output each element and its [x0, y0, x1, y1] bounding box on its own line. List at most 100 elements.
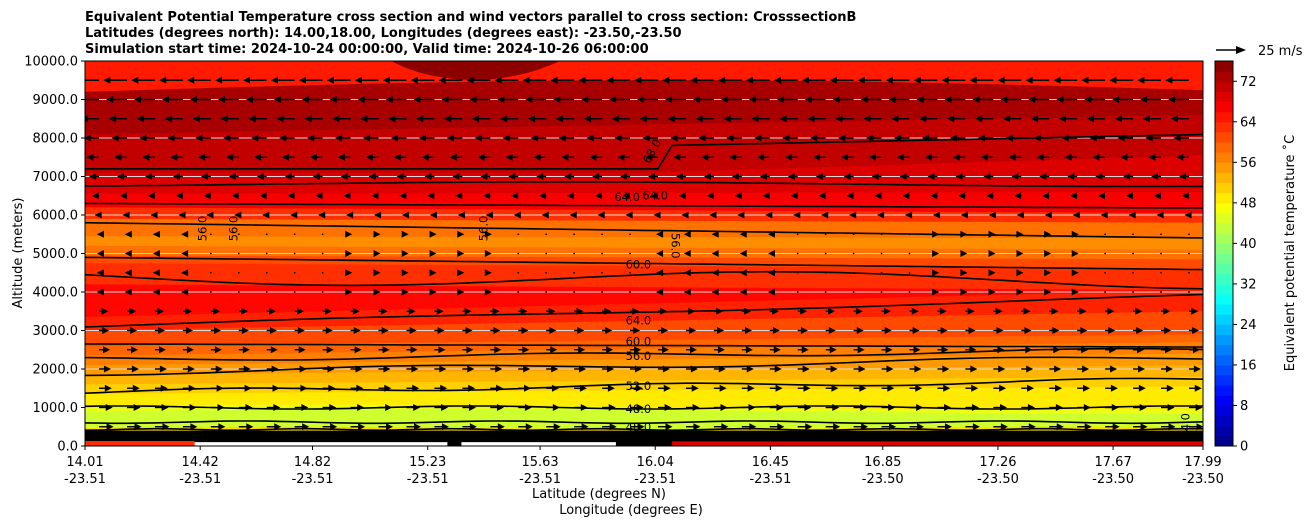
wind-vector: [796, 271, 799, 274]
colorbar-tick-label: 16: [1240, 358, 1257, 373]
wind-vector-head: [1016, 288, 1024, 296]
x-tick-label-lon: -23.50: [1182, 472, 1224, 487]
wind-vector: [1160, 271, 1162, 274]
wind-vector-head: [775, 384, 783, 392]
x-tick-label-lat: 17.26: [979, 455, 1016, 470]
wind-vector-head: [768, 230, 776, 238]
wind-vector-head: [667, 115, 675, 123]
colorbar-segment: [1215, 314, 1233, 325]
wind-vector-head: [469, 96, 477, 103]
wind-vector-head: [178, 211, 186, 219]
wind-vector-head: [581, 96, 589, 103]
wind-vector-head: [243, 76, 251, 84]
wind-vector-head: [1083, 404, 1091, 411]
wind-vector-head: [496, 384, 504, 392]
wind-vector: [601, 233, 603, 236]
wind-vector-head: [103, 346, 111, 354]
wind-vector-head: [438, 346, 446, 354]
wind-vector-head: [147, 192, 155, 200]
y-tick-label: 10000.0: [24, 55, 78, 70]
wind-vector-head: [999, 384, 1007, 392]
wind-vector-head: [932, 269, 940, 277]
wind-vector-head: [413, 404, 421, 411]
wind-vector-head: [1082, 384, 1090, 392]
wind-vector-head: [664, 404, 672, 411]
contour-line: [85, 420, 1203, 425]
colorbar-segment: [1215, 182, 1233, 194]
wind-vector-head: [815, 173, 823, 180]
wind-vector-head: [346, 211, 354, 219]
wind-vector-head: [385, 404, 393, 411]
wind-vector-head: [485, 211, 493, 219]
wind-vector-head: [665, 423, 673, 431]
wind-vector-head: [1195, 404, 1203, 411]
contour-band: [391, 61, 560, 80]
wind-vector-head: [523, 365, 531, 373]
wind-vector: [1188, 291, 1190, 293]
wind-vector-head: [1033, 134, 1041, 142]
wind-vector-head: [304, 115, 312, 123]
wind-vector-head: [380, 307, 388, 315]
wind-vector-head: [262, 211, 270, 219]
wind-vector-head: [683, 288, 691, 296]
wind-vector-head: [988, 288, 996, 296]
wind-vector: [237, 233, 240, 236]
wind-vector-head: [480, 173, 488, 180]
wind-vector-head: [103, 365, 111, 373]
wind-vector-head: [1165, 346, 1173, 354]
wind-vector-head: [549, 327, 557, 334]
wind-vector-head: [1117, 134, 1125, 142]
wind-vector-head: [692, 404, 700, 411]
wind-vector-head: [1044, 230, 1052, 238]
wind-vector-head: [1111, 404, 1119, 411]
y-tick-label: 1000.0: [33, 401, 79, 416]
wind-vector: [265, 271, 268, 274]
wind-vector-head: [132, 384, 140, 392]
wind-vector-head: [1192, 327, 1200, 334]
contour-label: 64.0: [642, 188, 668, 202]
contour-label: 52.0: [626, 379, 652, 393]
wind-vector-head: [915, 384, 923, 392]
wind-vector-head: [484, 230, 492, 238]
wind-vector-head: [995, 307, 1003, 315]
wind-vector: [908, 233, 911, 236]
wind-vector-head: [855, 307, 863, 315]
wind-vector-head: [139, 134, 147, 142]
wind-vector-head: [749, 423, 757, 431]
colorbar-segment: [1215, 192, 1233, 204]
wind-vector-head: [536, 173, 544, 180]
x-tick-label-lon: -23.50: [862, 472, 904, 487]
wind-vector-head: [800, 327, 808, 334]
wind-vector-head: [455, 192, 463, 200]
wind-vector: [293, 252, 296, 255]
wind-vector-head: [1089, 134, 1097, 142]
wind-vector-head: [1016, 250, 1024, 257]
wind-vector-head: [157, 307, 165, 315]
wind-vector-head: [541, 211, 549, 219]
wind-vector: [852, 233, 855, 236]
wind-vector-head: [439, 365, 447, 373]
colorbar-segment: [1215, 304, 1233, 315]
wind-vector-head: [1064, 153, 1072, 161]
contour-line: [85, 347, 1203, 361]
wind-vector-head: [1081, 346, 1089, 354]
colorbar-segment: [1215, 375, 1233, 386]
wind-vector-head: [497, 423, 505, 431]
wind-vector-head: [203, 192, 211, 200]
wind-vector-head: [558, 134, 566, 142]
wind-vector: [1132, 252, 1134, 255]
contour-label: 48.0: [626, 402, 652, 416]
wind-vector-head: [312, 173, 320, 180]
wind-vector-head: [1026, 365, 1034, 373]
wind-vector-head: [604, 307, 612, 315]
wind-vector-head: [298, 76, 306, 84]
y-tick-label: 3000.0: [33, 324, 79, 339]
chart-title-line-2: Latitudes (degrees north): 14.00,18.00, …: [85, 26, 682, 41]
wind-vector-head: [388, 115, 396, 123]
wind-vector: [237, 252, 240, 255]
wind-vector-head: [581, 423, 589, 431]
wind-vector-head: [452, 173, 460, 180]
colorbar-tick-label: 24: [1240, 318, 1257, 333]
wind-vector-head: [1095, 173, 1103, 180]
wind-vector-head: [688, 307, 696, 315]
